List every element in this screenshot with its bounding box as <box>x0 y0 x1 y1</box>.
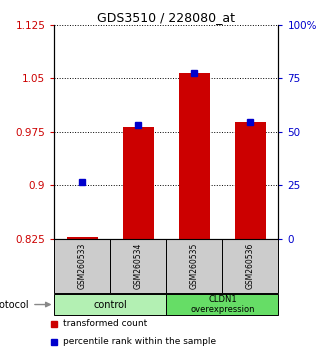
Bar <box>54 239 110 293</box>
Bar <box>222 239 278 293</box>
Bar <box>123 127 154 239</box>
Text: CLDN1
overexpression: CLDN1 overexpression <box>190 295 255 314</box>
Text: GSM260534: GSM260534 <box>134 243 143 289</box>
Bar <box>166 239 222 293</box>
Text: GSM260536: GSM260536 <box>246 243 255 289</box>
Text: protocol: protocol <box>0 299 29 309</box>
Text: transformed count: transformed count <box>63 319 148 328</box>
Text: GSM260535: GSM260535 <box>190 243 199 289</box>
Title: GDS3510 / 228080_at: GDS3510 / 228080_at <box>97 11 236 24</box>
Bar <box>110 239 166 293</box>
Bar <box>54 294 166 315</box>
Text: percentile rank within the sample: percentile rank within the sample <box>63 337 217 346</box>
Bar <box>235 122 266 239</box>
Bar <box>166 294 278 315</box>
Text: GSM260533: GSM260533 <box>78 243 87 289</box>
Text: control: control <box>93 299 127 309</box>
Bar <box>179 73 210 239</box>
Bar <box>67 237 98 239</box>
